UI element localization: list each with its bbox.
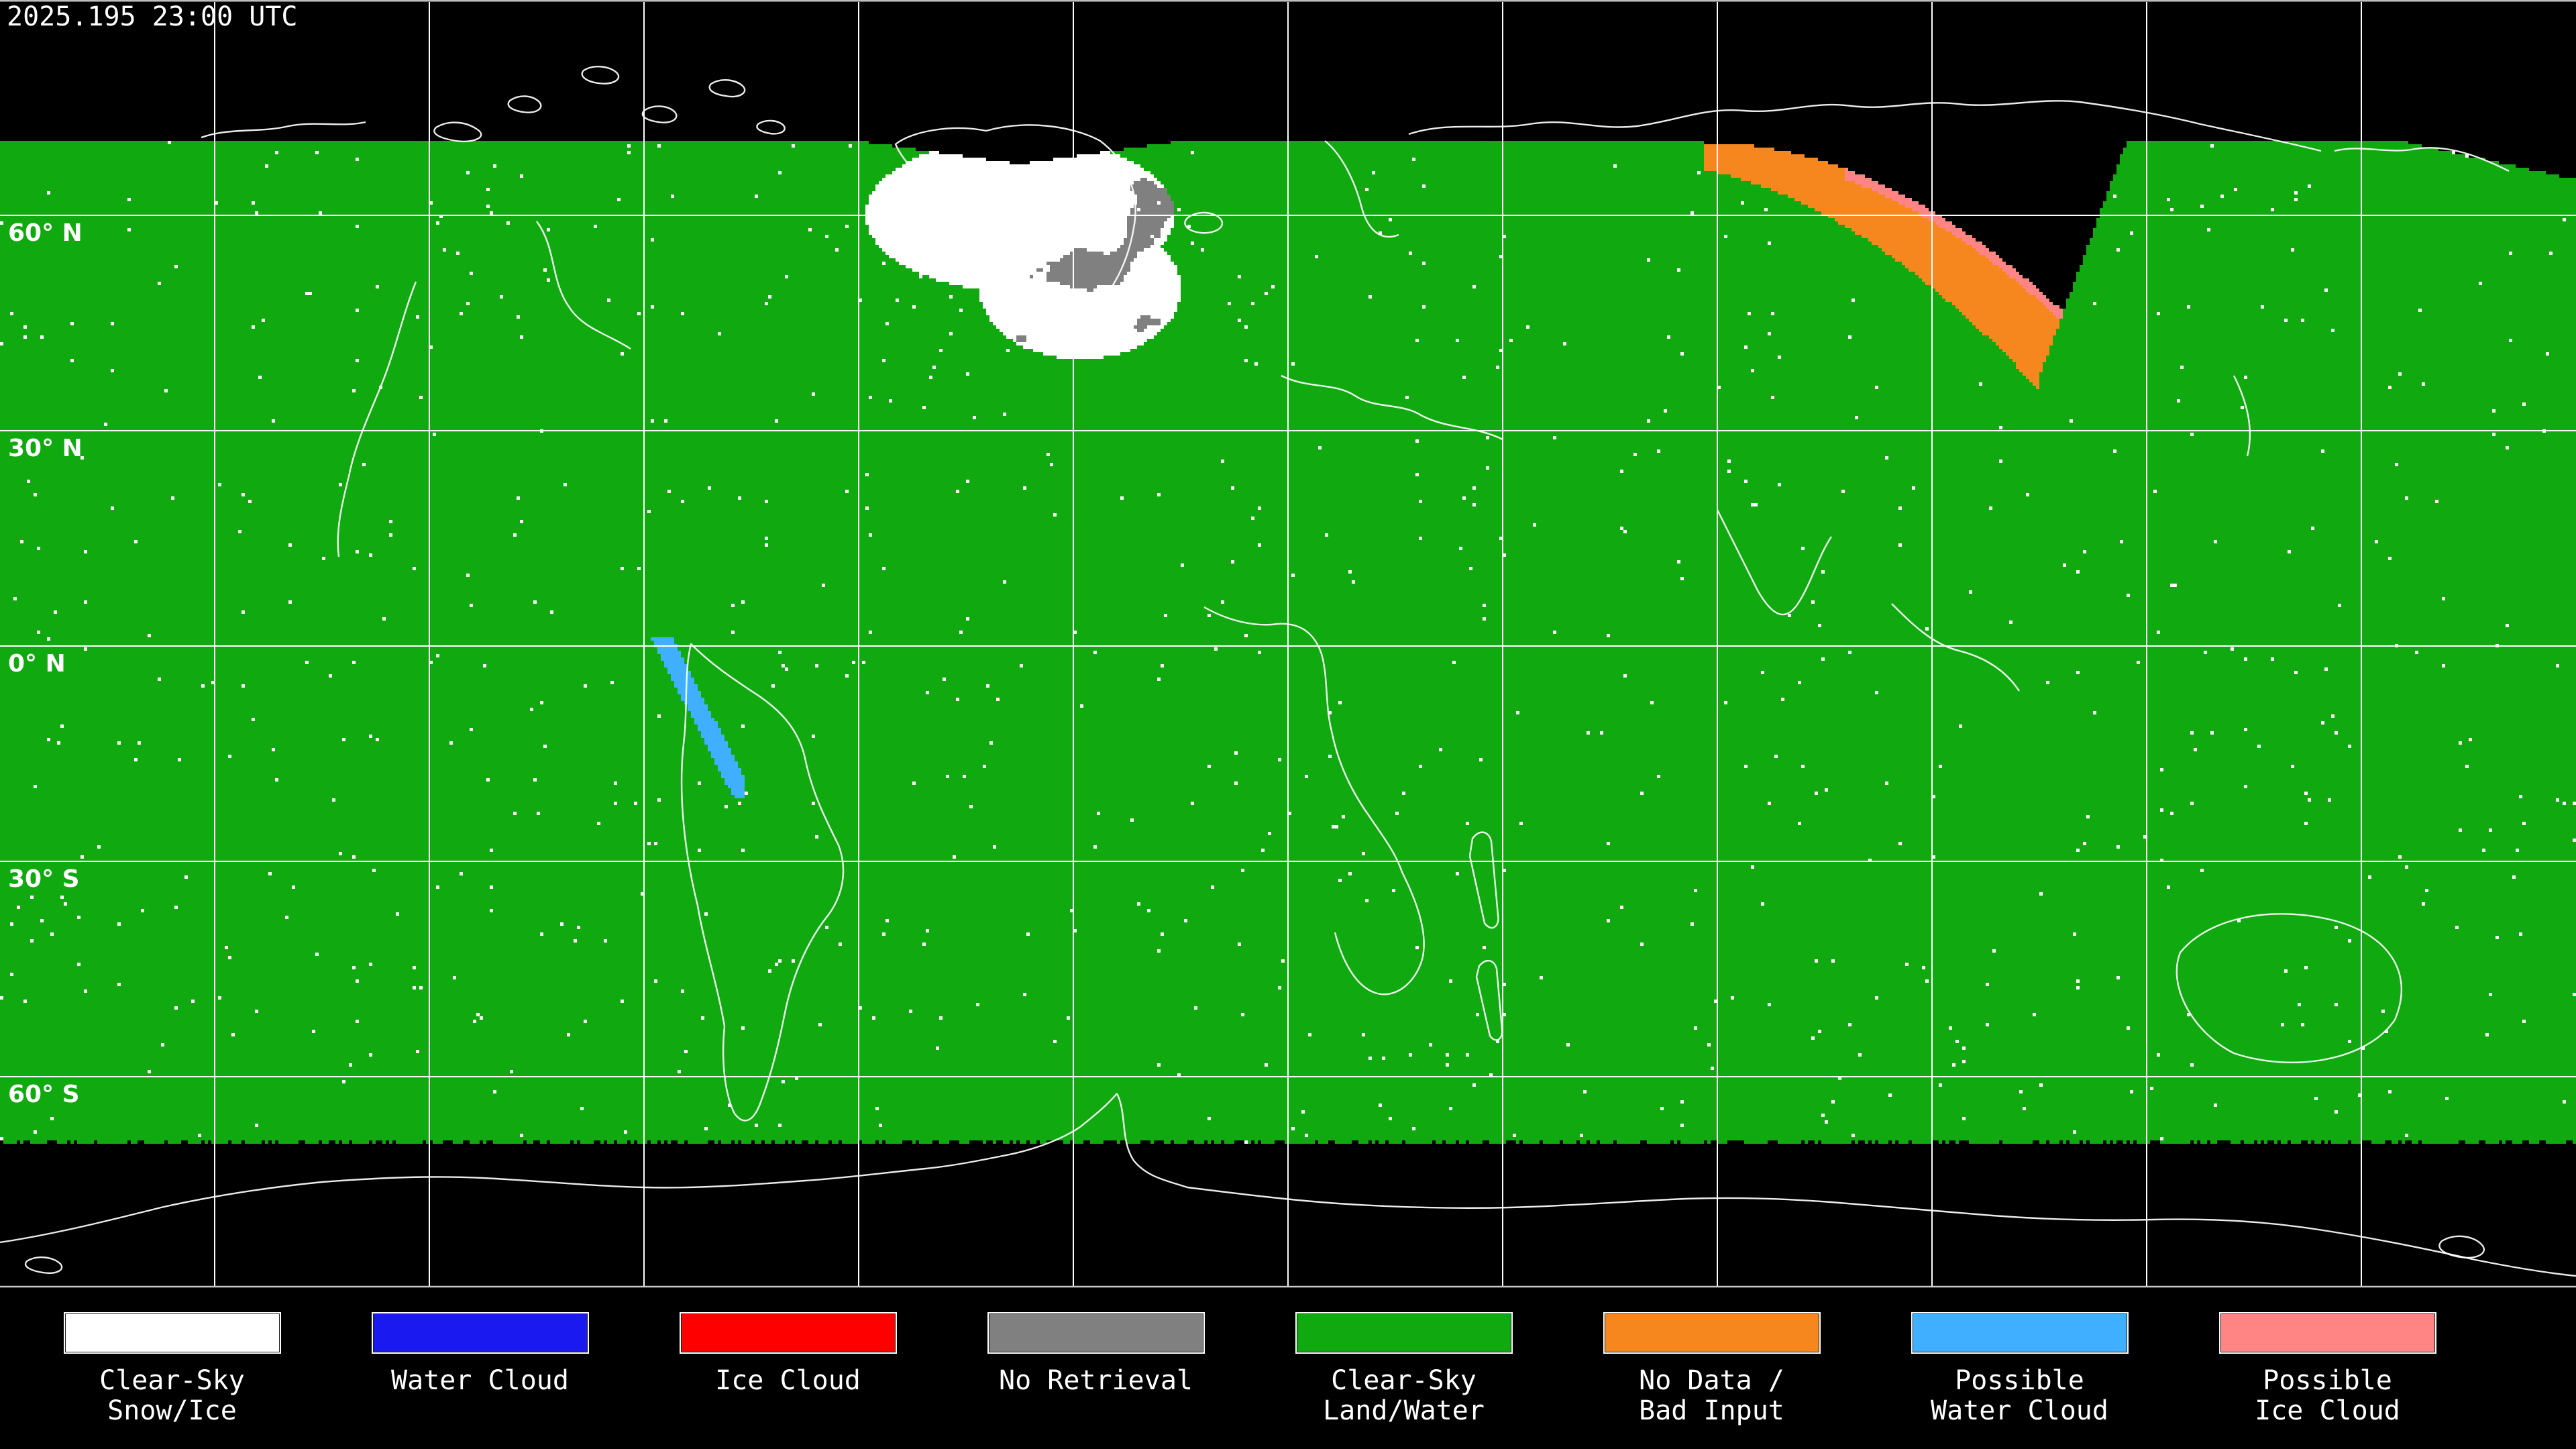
- legend-swatch: [63, 1312, 281, 1354]
- legend-label: Ice Cloud: [715, 1365, 861, 1396]
- legend-swatch: [679, 1312, 897, 1354]
- legend-label: Water Cloud: [1931, 1395, 2108, 1426]
- legend-label: No Data /: [1639, 1365, 1784, 1396]
- legend-label: Possible: [1955, 1365, 2084, 1396]
- legend-label: Bad Input: [1639, 1395, 1784, 1426]
- lat-label-60n: 60° N: [8, 219, 83, 247]
- legend-item-water-cloud: Water Cloud: [326, 1312, 634, 1426]
- legend-swatch: [1911, 1312, 2129, 1354]
- legend-label: Possible: [2263, 1365, 2392, 1396]
- legend-label: No Retrieval: [999, 1365, 1193, 1396]
- legend-swatch: [1603, 1312, 1821, 1354]
- legend-swatch: [2218, 1312, 2436, 1354]
- legend-label: Snow/Ice: [107, 1395, 237, 1426]
- legend-label: Clear-Sky: [1331, 1365, 1477, 1396]
- legend: Clear-Sky Snow/Ice Water Cloud Ice Cloud…: [18, 1312, 2481, 1426]
- legend-item-possible-ice-cloud: Possible Ice Cloud: [2174, 1312, 2481, 1426]
- legend-swatch: [1295, 1312, 1513, 1354]
- legend-item-ice-cloud: Ice Cloud: [634, 1312, 942, 1426]
- legend-label: Water Cloud: [391, 1365, 569, 1396]
- legend-item-no-retrieval: No Retrieval: [942, 1312, 1250, 1426]
- world-cloud-mask-map: [0, 0, 2576, 1295]
- lat-label-60s: 60° S: [8, 1081, 80, 1108]
- lat-label-30s: 30° S: [8, 865, 80, 893]
- legend-item-possible-water-cloud: Possible Water Cloud: [1866, 1312, 2174, 1426]
- legend-item-clear-sky-land-water: Clear-Sky Land/Water: [1250, 1312, 1558, 1426]
- legend-swatch: [987, 1312, 1205, 1354]
- legend-label: Ice Cloud: [2255, 1395, 2400, 1426]
- timestamp: 2025.195 23:00 UTC: [7, 1, 298, 32]
- legend-swatch: [371, 1312, 589, 1354]
- lat-label-0n: 0° N: [8, 650, 66, 678]
- lat-label-30n: 30° N: [8, 435, 83, 462]
- legend-item-clear-sky-snow-ice: Clear-Sky Snow/Ice: [18, 1312, 326, 1426]
- legend-label: Clear-Sky: [99, 1365, 245, 1396]
- legend-label: Land/Water: [1323, 1395, 1485, 1426]
- legend-item-no-data-bad-input: No Data / Bad Input: [1558, 1312, 1866, 1426]
